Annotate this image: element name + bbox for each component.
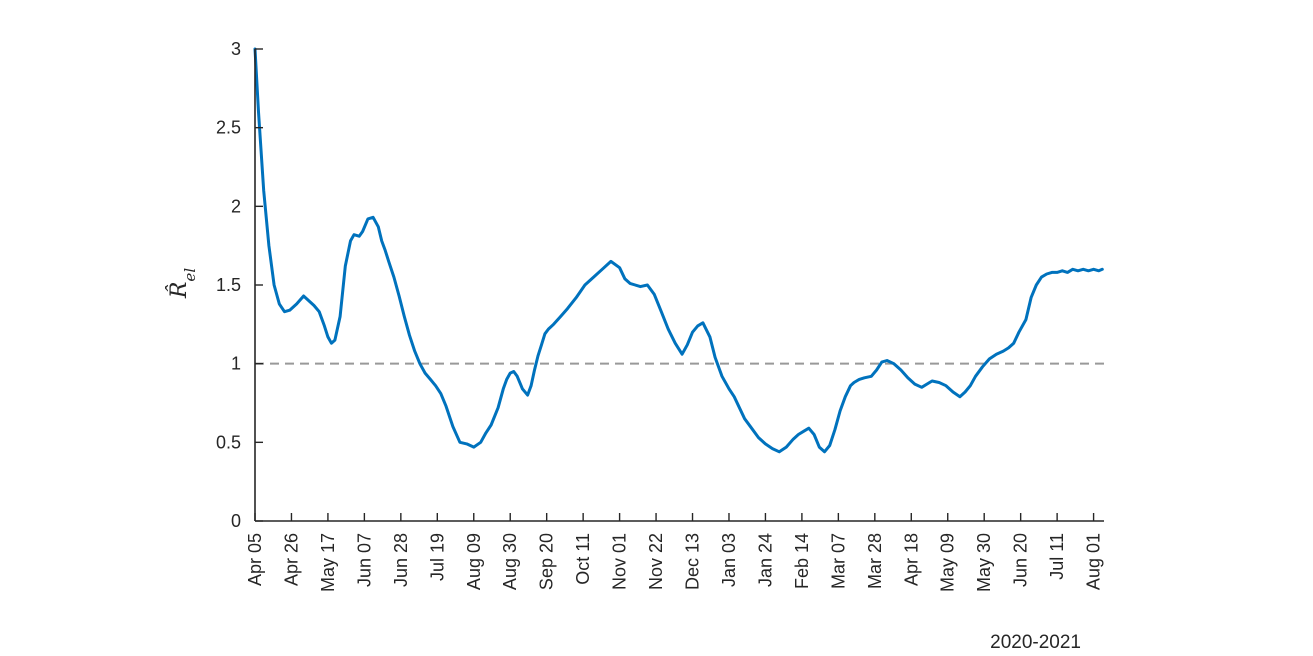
y-axis-label: R̂el <box>166 268 199 299</box>
x-tick-label: Nov 01 <box>610 533 630 590</box>
x-tick-label: Apr 26 <box>282 533 302 586</box>
y-tick-label: 1.5 <box>216 275 241 295</box>
x-tick-label: Nov 22 <box>646 533 666 590</box>
axes-layer <box>254 49 1104 522</box>
x-tick-label: May 17 <box>318 533 338 592</box>
x-tick-label: Jul 11 <box>1047 533 1067 580</box>
y-tick-label: 2 <box>231 196 241 216</box>
x-tick-label: Jan 03 <box>719 533 739 587</box>
y-tick-label: 3 <box>231 39 241 59</box>
series-line-0 <box>253 47 1104 454</box>
x-tick-label: Aug 09 <box>464 533 484 590</box>
x-tick-label: Aug 30 <box>500 533 520 590</box>
y-tick-label: 2.5 <box>216 118 241 138</box>
y-tick-label: 0 <box>231 511 241 531</box>
x-tick-label: Dec 13 <box>683 533 703 590</box>
x-tick-label: Mar 07 <box>828 533 848 589</box>
x-tick-label: May 30 <box>974 533 994 592</box>
y-axis-label-main: R̂ <box>166 282 192 300</box>
x-tick-label: Sep 20 <box>537 533 557 590</box>
y-tick-layer: 0 0.5 1 1.5 2 2.5 3 <box>216 39 263 531</box>
x-tick-label: Apr 05 <box>245 533 265 586</box>
x-tick-label: Jul 19 <box>427 533 447 581</box>
x-tick-label: Oct 11 <box>573 533 593 585</box>
series-layer <box>253 47 1104 454</box>
x-tick-layer: Apr 05 Apr 26 May 17 Jun 07 Jun 28 Jul 19 Aug … <box>245 513 1104 592</box>
x-tick-label: Mar 28 <box>865 533 885 589</box>
x-tick-label: Aug 01 <box>1084 533 1104 590</box>
x-tick-label: Jun 20 <box>1011 533 1031 587</box>
y-tick-label: 0.5 <box>216 432 241 452</box>
y-tick-label: 1 <box>231 354 241 374</box>
x-tick-label: Jan 24 <box>755 533 775 587</box>
x-tick-label: May 09 <box>938 533 958 592</box>
y-axis-label-sub: el <box>181 268 199 282</box>
x-tick-label: Apr 18 <box>901 533 921 586</box>
x-tick-label: Jun 28 <box>391 533 411 587</box>
x-axis-caption: 2020-2021 <box>990 632 1081 653</box>
x-tick-label: Jun 07 <box>354 533 374 587</box>
x-tick-label: Feb 14 <box>792 533 812 589</box>
